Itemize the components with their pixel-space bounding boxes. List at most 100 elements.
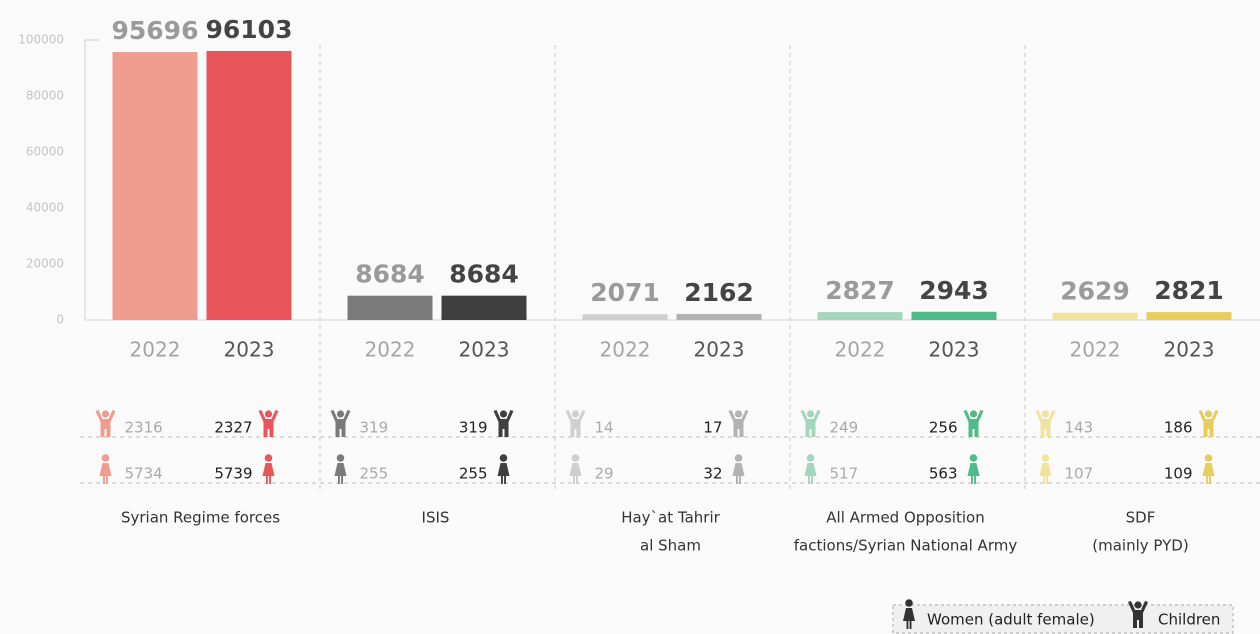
women-count: 255 <box>360 465 389 483</box>
category-label: al Sham <box>640 537 701 555</box>
y-tick-label: 80000 <box>26 89 64 103</box>
child-icon <box>258 410 279 437</box>
women-count: 517 <box>830 465 859 483</box>
category-label: All Armed Opposition <box>826 509 984 527</box>
icon-body <box>1128 601 1148 628</box>
children-count: 2327 <box>214 419 252 437</box>
child-icon <box>1128 601 1148 628</box>
women-count: 563 <box>929 465 958 483</box>
bar <box>817 312 903 320</box>
year-label: 2022 <box>130 338 181 362</box>
icon-body <box>1202 463 1215 484</box>
value-label: 2162 <box>684 278 754 307</box>
child-icon <box>330 410 351 437</box>
year-label: 2023 <box>224 338 275 362</box>
year-label: 2023 <box>459 338 510 362</box>
value-label: 8684 <box>449 260 519 289</box>
icon-head <box>905 599 913 607</box>
women-count: 107 <box>1065 465 1094 483</box>
value-label: 2821 <box>1154 276 1224 305</box>
icon-head <box>1204 454 1213 462</box>
y-tick-label: 40000 <box>26 201 64 215</box>
y-tick-label: 20000 <box>26 257 64 271</box>
women-count: 5739 <box>214 465 252 483</box>
legend-label: Children <box>1158 611 1220 629</box>
icon-body <box>903 608 915 629</box>
icon-body <box>804 463 817 484</box>
icon-head <box>806 410 815 418</box>
bar <box>206 50 292 321</box>
category-label: ISIS <box>422 509 450 527</box>
category-label: factions/Syrian National Army <box>794 537 1018 555</box>
icon-body <box>728 410 749 437</box>
category-label: Hay`at Tahrir <box>621 509 720 527</box>
value-label: 2629 <box>1060 277 1130 306</box>
women-count: 109 <box>1164 465 1193 483</box>
child-icon <box>565 410 586 437</box>
icon-body <box>258 410 279 437</box>
icon-body <box>1039 463 1052 484</box>
y-tick-label: 60000 <box>26 145 64 159</box>
icon-body <box>565 410 586 437</box>
year-label: 2023 <box>1164 338 1215 362</box>
women-count: 32 <box>703 465 722 483</box>
year-label: 2023 <box>694 338 745 362</box>
icon-head <box>734 410 743 418</box>
child-icon <box>493 410 514 437</box>
children-count: 256 <box>929 419 958 437</box>
bar <box>1146 312 1232 320</box>
icon-head <box>264 410 273 418</box>
icon-head <box>571 454 580 462</box>
children-count: 319 <box>459 419 488 437</box>
icon-body <box>963 410 984 437</box>
woman-icon <box>732 454 745 484</box>
icon-body <box>330 410 351 437</box>
y-tick-label: 100000 <box>18 33 64 47</box>
icon-body <box>334 463 347 484</box>
value-label: 2943 <box>919 276 989 305</box>
icon-body <box>262 463 275 484</box>
woman-icon <box>903 599 915 629</box>
bar <box>676 313 762 320</box>
woman-icon <box>967 454 980 484</box>
icon-body <box>1198 410 1219 437</box>
bar <box>347 295 433 320</box>
category-label: Syrian Regime forces <box>121 509 280 527</box>
children-count: 143 <box>1065 419 1094 437</box>
year-label: 2023 <box>929 338 980 362</box>
child-icon <box>1035 410 1056 437</box>
value-label: 2071 <box>590 278 660 307</box>
icon-body <box>493 410 514 437</box>
icon-head <box>1134 601 1142 609</box>
category-label: SDF <box>1126 509 1156 527</box>
icon-head <box>1041 454 1050 462</box>
women-count: 29 <box>595 465 614 483</box>
icon-head <box>1041 410 1050 418</box>
child-icon <box>95 410 116 437</box>
icon-head <box>101 410 110 418</box>
icon-body <box>732 463 745 484</box>
bar <box>582 314 668 320</box>
children-count: 186 <box>1164 419 1193 437</box>
legend-box <box>892 604 1234 634</box>
icon-head <box>264 454 273 462</box>
bar <box>112 52 198 320</box>
icon-head <box>969 454 978 462</box>
child-icon <box>1198 410 1219 437</box>
child-icon <box>800 410 821 437</box>
value-label: 2827 <box>825 276 895 305</box>
woman-icon <box>1202 454 1215 484</box>
woman-icon <box>262 454 275 484</box>
year-label: 2022 <box>835 338 886 362</box>
children-count: 2316 <box>125 419 163 437</box>
women-count: 5734 <box>125 465 163 483</box>
value-label: 95696 <box>112 16 199 45</box>
icon-head <box>571 410 580 418</box>
icon-head <box>499 454 508 462</box>
icon-body <box>99 463 112 484</box>
category-label: (mainly PYD) <box>1092 537 1188 555</box>
woman-icon <box>1039 454 1052 484</box>
icon-head <box>499 410 508 418</box>
bar <box>911 311 997 320</box>
